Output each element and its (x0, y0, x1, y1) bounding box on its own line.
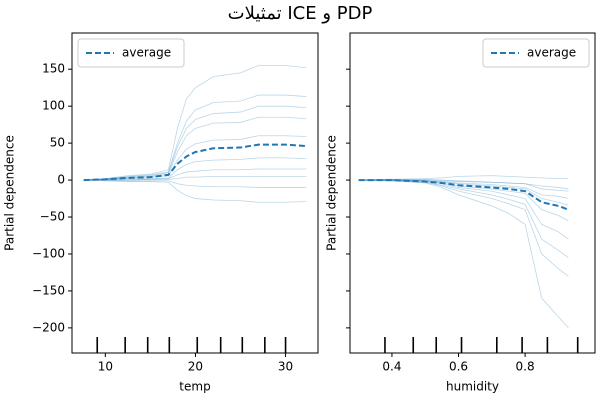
ice-line (83, 179, 307, 188)
average-line (83, 143, 307, 182)
x-tick-label: 0.4 (382, 360, 401, 374)
x-axis-label: humidity (446, 380, 499, 394)
plot-area (83, 65, 307, 203)
y-tick-label: −150 (32, 283, 65, 297)
average-line (358, 179, 569, 211)
ice-line (83, 65, 307, 181)
y-tick-label: 100 (42, 99, 65, 113)
x-tick-label: 10 (98, 360, 113, 374)
ice-line (83, 94, 307, 181)
ice-line (358, 179, 569, 240)
axes-frame (71, 32, 319, 354)
y-tick-label: 0 (57, 173, 65, 187)
legend-box (482, 38, 590, 68)
ice-line (358, 179, 569, 277)
figure-title: تمثيلات ICE و PDP (228, 3, 373, 24)
axes-frame (349, 32, 596, 354)
ice-line (83, 168, 307, 181)
ice-line (358, 179, 569, 329)
ice-line (358, 179, 569, 258)
y-tick-label: −100 (32, 246, 65, 260)
y-tick-label: 50 (50, 136, 65, 150)
plot-area (358, 175, 569, 329)
x-axis-label: temp (179, 380, 210, 394)
legend-label: average (527, 46, 576, 60)
legend-label: average (122, 46, 171, 60)
legend-box (77, 38, 185, 68)
ice-line (358, 175, 569, 181)
ice-line (358, 178, 569, 192)
ice-line (83, 157, 307, 181)
ice-line (83, 135, 307, 181)
y-tick-label: −200 (32, 320, 65, 334)
y-axis-label: Partial dependence (325, 135, 339, 251)
ice-line (83, 175, 307, 181)
ice-line (83, 105, 307, 181)
x-tick-label: 20 (188, 360, 203, 374)
x-tick-label: 30 (278, 360, 293, 374)
y-tick-label: 150 (42, 62, 65, 76)
ice-line (83, 116, 307, 181)
y-tick-label: −50 (40, 210, 65, 224)
x-tick-label: 0.6 (449, 360, 468, 374)
y-axis-label: Partial dependence (3, 135, 17, 251)
ice-line (83, 179, 307, 203)
x-tick-label: 0.8 (516, 360, 535, 374)
